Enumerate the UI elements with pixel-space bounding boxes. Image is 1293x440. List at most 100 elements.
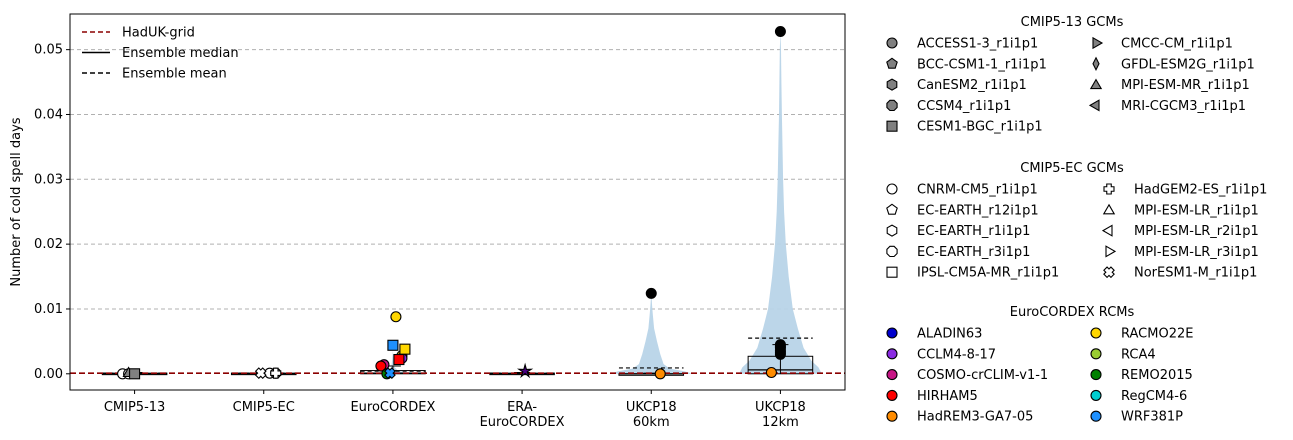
legend-item-label: EC-EARTH_r12i1p1 <box>917 203 1039 218</box>
legend-marker <box>1103 183 1115 195</box>
legend-marker <box>1101 224 1113 237</box>
legend-marker <box>886 327 898 339</box>
x-axis: CMIP5-13 CMIP5-EC EuroCORDEX ERA-EuroCORDEX… <box>104 390 806 430</box>
member-point <box>390 311 402 323</box>
legend-marker <box>1092 36 1104 50</box>
legend-marker <box>1102 203 1116 215</box>
legend-marker <box>886 389 898 401</box>
legend-item-label: CNRM-CM5_r1i1p1 <box>917 183 1038 198</box>
legend-item-label: EC-EARTH_r1i1p1 <box>917 224 1030 239</box>
x-tick-label: EuroCORDEX <box>350 400 435 415</box>
member-point <box>387 339 399 351</box>
legend-item-label: MPI-ESM-LR_r3i1p1 <box>1134 245 1259 260</box>
violin-shape <box>609 292 693 374</box>
legend-item-label: HIRHAM5 <box>917 389 978 404</box>
legend-group-title: CMIP5-EC GCMs <box>1020 161 1124 176</box>
legend-marker <box>886 99 898 112</box>
y-tick-label: 0.01 <box>34 302 63 317</box>
legend-item-label: HadREM3-GA7-05 <box>917 410 1033 425</box>
violin-shape <box>739 31 822 374</box>
member-point <box>654 368 666 380</box>
legend-item-label: COSMO-crCLIM-v1-1 <box>917 368 1048 383</box>
violins <box>374 31 822 374</box>
member-point <box>254 367 267 380</box>
legend-item-label: RACMO22E <box>1121 327 1193 342</box>
legend-group-title: CMIP5-13 GCMs <box>1021 15 1124 30</box>
y-tick-label: 0.00 <box>34 367 63 382</box>
legend-marker <box>1092 56 1100 72</box>
x-tick-label: 60km <box>633 415 670 430</box>
y-tick-label: 0.02 <box>34 237 63 252</box>
member-point <box>129 368 141 380</box>
plot-area-frame <box>69 13 846 391</box>
legend-item-label: RegCM4-6 <box>1121 389 1187 404</box>
y-tick-label: 0.05 <box>34 43 63 58</box>
legend-marker <box>886 410 898 422</box>
legend-group-title: EuroCORDEX RCMs <box>1010 305 1135 320</box>
x-tick-label: 12km <box>762 415 799 430</box>
legend-item-label: CESM1-BGC_r1i1p1 <box>917 120 1043 135</box>
legend-label: Ensemble median <box>122 46 239 61</box>
x-tick-label: CMIP5-EC <box>233 400 295 415</box>
violin-shape <box>374 351 412 374</box>
legend-marker <box>886 266 898 278</box>
legend-marker <box>1090 327 1102 339</box>
legend-marker <box>886 245 898 258</box>
legend-item-label: REMO2015 <box>1121 368 1193 383</box>
legend-item-label: ALADIN63 <box>917 327 982 342</box>
legend-label: Ensemble mean <box>122 67 227 82</box>
x-tick-label: UKCP18 <box>755 400 806 415</box>
legend-item-label: IPSL-CM5A-MR_r1i1p1 <box>917 266 1059 281</box>
legend-marker-shape <box>1103 266 1115 279</box>
x-tick-label: ERA- <box>507 400 537 415</box>
legend-item-label: MRI-CGCM3_r1i1p1 <box>1121 99 1246 114</box>
member-point <box>270 367 282 379</box>
legend-marker <box>886 224 898 237</box>
member-point-shape <box>254 367 267 380</box>
legend-item-label: ACCESS1-3_r1i1p1 <box>917 37 1038 52</box>
legend-item-label: CMCC-CM_r1i1p1 <box>1121 37 1233 52</box>
member-point <box>393 353 405 366</box>
legend-item-label: MPI-ESM-LR_r1i1p1 <box>1134 203 1259 218</box>
outlier-point <box>645 287 657 299</box>
legend-marker <box>1103 266 1115 279</box>
legend-marker <box>886 57 898 69</box>
legend-marker <box>886 78 898 91</box>
legend-marker <box>886 369 898 381</box>
legend-item-label: NorESM1-M_r1i1p1 <box>1134 266 1257 281</box>
member-point <box>516 362 534 379</box>
y-axis-label: Number of cold spell days <box>9 117 24 286</box>
legend-item-label: RCA4 <box>1121 347 1156 362</box>
legend-marker <box>1088 99 1100 112</box>
legend-marker <box>1105 245 1117 258</box>
legend-item-label: HadGEM2-ES_r1i1p1 <box>1134 183 1267 198</box>
legend-marker <box>886 203 898 215</box>
legend-marker <box>886 37 898 49</box>
legend-marker <box>1090 410 1102 422</box>
legend-item-label: BCC-CSM1-1_r1i1p1 <box>917 57 1047 72</box>
x-tick-label: CMIP5-13 <box>104 400 165 415</box>
outlier-point <box>774 348 786 360</box>
legend-item-label: CCLM4-8-17 <box>917 347 996 362</box>
grid-lines <box>70 49 845 310</box>
member-point <box>765 366 777 379</box>
legend-item-label: MPI-ESM-LR_r2i1p1 <box>1134 224 1259 239</box>
legend-main: HadUK-grid Ensemble median Ensemble mean <box>82 26 239 82</box>
legend-item-label: MPI-ESM-MR_r1i1p1 <box>1121 78 1250 93</box>
legend-label: HadUK-grid <box>122 26 195 41</box>
legend-model-groups: CMIP5-13 GCMs ACCESS1-3_r1i1p1 BCC-CSM1-1_… <box>886 15 1267 425</box>
legend-marker <box>886 120 898 132</box>
box-plots <box>101 337 814 376</box>
legend-item-label: GFDL-ESM2G_r1i1p1 <box>1121 57 1255 72</box>
legend-item-label: CCSM4_r1i1p1 <box>917 99 1011 114</box>
legend-marker <box>1090 389 1102 401</box>
member-points <box>117 26 786 380</box>
y-tick-label: 0.04 <box>34 107 63 122</box>
legend-item-label: EC-EARTH_r3i1p1 <box>917 245 1030 260</box>
legend-marker <box>1090 348 1102 360</box>
legend-item-label: WRF381P <box>1121 410 1183 425</box>
member-point <box>375 360 387 372</box>
x-tick-label: EuroCORDEX <box>480 415 565 430</box>
y-tick-label: 0.03 <box>34 172 63 187</box>
